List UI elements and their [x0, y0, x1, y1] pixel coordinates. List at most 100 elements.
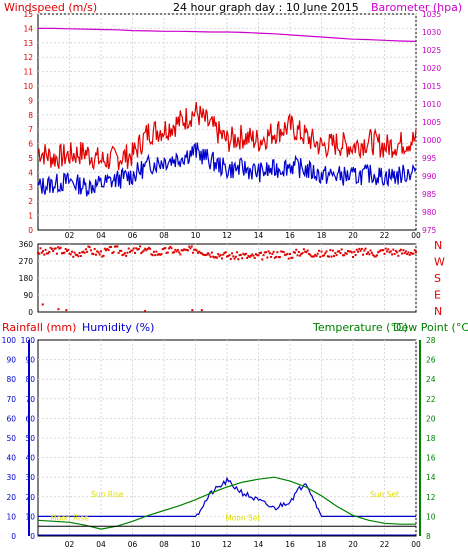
direction-point — [88, 246, 91, 249]
direction-point — [197, 251, 200, 254]
direction-point — [147, 246, 150, 249]
baro-y-tick-label: 1030 — [422, 28, 441, 37]
direction-point — [382, 249, 385, 252]
temp-y-tick-label: 12 — [426, 493, 436, 502]
rain-axis-bar — [28, 340, 30, 536]
direction-outlier-point — [57, 308, 60, 311]
direction-point — [108, 246, 111, 249]
direction-point — [134, 251, 137, 254]
direction-point — [53, 247, 56, 250]
direction-point — [145, 249, 148, 252]
direction-point — [136, 248, 139, 251]
direction-point — [76, 254, 79, 257]
direction-point — [166, 251, 169, 254]
direction-point — [294, 251, 297, 254]
direction-point — [301, 251, 304, 254]
direction-point — [359, 249, 362, 252]
rain-y-tick-label: 40 — [6, 454, 16, 463]
direction-point — [198, 250, 201, 253]
direction-point — [59, 246, 62, 249]
direction-point — [168, 247, 171, 250]
direction-point — [219, 254, 222, 257]
direction-point — [268, 252, 271, 255]
direction-point — [57, 246, 60, 249]
direction-point — [261, 258, 264, 261]
direction-point — [273, 256, 276, 259]
direction-point — [296, 254, 299, 257]
direction-point — [329, 249, 332, 252]
wind-y-tick-label: 1 — [28, 212, 33, 221]
direction-point — [125, 254, 128, 257]
direction-point — [123, 252, 126, 255]
direction-point — [299, 254, 302, 257]
direction-point — [285, 253, 288, 256]
temp-grid — [38, 340, 417, 536]
direction-point — [262, 254, 265, 257]
direction-point — [135, 247, 138, 250]
rain-y-tick-label: 90 — [6, 356, 16, 365]
direction-point — [325, 250, 328, 253]
humidity-y-tick-label: 90 — [25, 356, 35, 365]
direction-point — [243, 253, 246, 256]
direction-point — [352, 255, 354, 258]
windspeed-axis-label: Windspeed (m/s) — [4, 1, 97, 14]
direction-point — [257, 254, 260, 257]
direction-point — [380, 249, 383, 252]
compass-label: N — [434, 305, 442, 318]
direction-point — [181, 249, 184, 252]
direction-point — [346, 250, 349, 253]
temp-y-tick-label: 16 — [426, 454, 436, 463]
direction-point — [137, 248, 140, 251]
rain-y-tick-label: 60 — [6, 414, 16, 423]
direction-point — [118, 249, 121, 252]
direction-point — [373, 255, 376, 258]
temp-y-tick-label: 10 — [426, 512, 436, 521]
wind-y-tick-label: 5 — [28, 154, 33, 163]
baro-y-tick-label: 985 — [422, 190, 437, 199]
direction-point — [272, 250, 275, 253]
direction-point — [223, 251, 226, 254]
rain-y-tick-label: 80 — [6, 375, 16, 384]
direction-point — [276, 251, 279, 254]
x-tick-label: 06 — [128, 540, 138, 549]
direction-point — [81, 251, 84, 254]
direction-point — [334, 252, 337, 255]
direction-point — [155, 250, 158, 253]
baro-y-tick-label: 995 — [422, 154, 437, 163]
direction-point — [116, 245, 119, 248]
direction-point — [362, 253, 365, 256]
direction-point — [315, 255, 318, 258]
direction-point — [281, 250, 284, 253]
direction-point — [170, 247, 173, 250]
direction-point — [171, 251, 174, 254]
direction-point — [69, 253, 72, 256]
direction-point — [144, 247, 147, 250]
direction-point — [87, 245, 90, 248]
wind-y-tick-label: 7 — [28, 125, 33, 134]
direction-point — [323, 254, 326, 257]
direction-point — [202, 253, 205, 256]
direction-point — [280, 250, 283, 253]
direction-point — [291, 256, 294, 259]
direction-point — [404, 250, 407, 253]
direction-point — [312, 255, 315, 258]
direction-point — [270, 255, 273, 258]
direction-point — [92, 253, 95, 256]
x-tick-label: 06 — [128, 231, 138, 240]
direction-point — [314, 253, 317, 256]
direction-point — [317, 249, 320, 252]
x-tick-label: 18 — [317, 231, 327, 240]
direction-point — [165, 251, 168, 254]
direction-point — [357, 250, 360, 253]
direction-point — [302, 248, 305, 251]
rain-y-tick-label: 10 — [6, 512, 16, 521]
direction-point — [62, 251, 65, 254]
chart-title: 24 hour graph day : 10 June 2015 — [173, 1, 359, 14]
temp-y-tick-label: 24 — [426, 375, 436, 384]
direction-point — [304, 250, 307, 253]
direction-outlier-point — [41, 303, 44, 306]
rain-y-tick-label: 50 — [6, 434, 16, 443]
direction-point — [174, 248, 177, 251]
direction-point — [256, 254, 259, 257]
direction-point — [154, 254, 157, 257]
